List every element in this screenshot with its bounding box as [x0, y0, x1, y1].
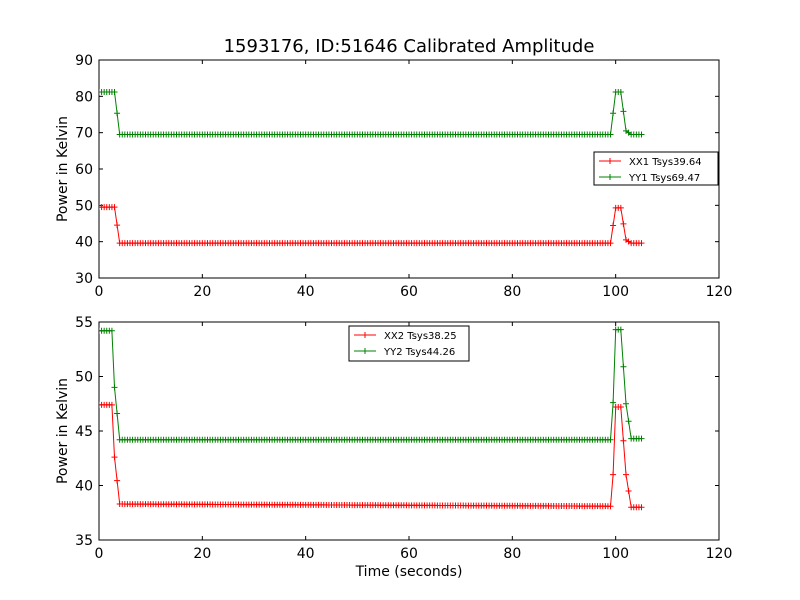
legend-label: XX1 Tsys39.64 [629, 157, 702, 168]
data-point [617, 404, 624, 411]
data-point [625, 487, 632, 494]
y-tick-label: 35 [75, 533, 93, 549]
data-point [114, 110, 121, 117]
series-1 [99, 401, 645, 511]
data-point [607, 503, 614, 510]
data-point [610, 222, 617, 229]
bottom-panel: 0 20 40 60 80 100 120 35 40 45 50 55 Power in Kelvin… [55, 315, 732, 580]
x-tick-label: 80 [503, 546, 521, 562]
data-point [620, 363, 627, 370]
y-tick-label: 55 [75, 315, 93, 331]
y-tick-label: 40 [75, 235, 93, 251]
x-tick-label: 60 [400, 546, 418, 562]
y-axis-label: Power in Kelvin [55, 378, 71, 484]
legend-marker [607, 158, 613, 164]
y-tick-label: 70 [75, 126, 93, 142]
x-tick-label: 100 [602, 546, 629, 562]
data-point [108, 401, 115, 408]
data-point [610, 110, 617, 117]
x-tick-label: 0 [95, 284, 104, 300]
data-point [617, 88, 624, 95]
data-point [623, 471, 629, 478]
data-point [638, 435, 645, 442]
legend: XX1 Tsys39.64 YY1 Tsys69.47 [593, 151, 719, 186]
top-panel: 1593176, ID:51646 Calibrated Amplitude 0 2… [55, 36, 732, 300]
data-point [607, 240, 614, 247]
legend: XX2 Tsys38.25 YY2 Tsys44.26 [348, 325, 470, 362]
data-point [638, 504, 645, 511]
data-point [114, 477, 121, 484]
series-1 [99, 204, 645, 247]
x-tick-label: 120 [706, 284, 733, 300]
data-point [617, 326, 624, 333]
x-tick-label: 20 [193, 284, 211, 300]
series-2 [99, 88, 645, 138]
data-point [114, 222, 121, 229]
y-tick-label: 50 [75, 198, 93, 214]
data-point [620, 220, 627, 227]
x-tick-label: 80 [503, 284, 521, 300]
legend-label: YY1 Tsys69.47 [628, 173, 700, 184]
y-tick-label: 50 [75, 370, 93, 386]
legend-marker [607, 174, 613, 180]
y-axis-label: Power in Kelvin [55, 116, 71, 222]
y-tick-label: 90 [75, 53, 93, 69]
chart-title: 1593176, ID:51646 Calibrated Amplitude [224, 36, 595, 57]
data-point [111, 88, 118, 95]
x-tick-label: 60 [400, 284, 418, 300]
legend-marker [362, 332, 368, 338]
data-point [114, 410, 121, 417]
data-point [638, 240, 645, 247]
series-2 [99, 326, 645, 443]
data-point [625, 418, 632, 425]
legend-box [348, 325, 470, 362]
legend-label: XX2 Tsys38.25 [384, 331, 457, 342]
data-point [111, 454, 118, 461]
data-point [610, 399, 617, 406]
y-tick-label: 45 [75, 424, 93, 440]
data-point [111, 204, 118, 211]
data-point [610, 471, 617, 478]
x-tick-label: 20 [193, 546, 211, 562]
data-point [607, 131, 614, 138]
data-point [623, 400, 629, 407]
x-tick-label: 100 [602, 284, 629, 300]
data-point [620, 108, 627, 115]
data-point [620, 437, 627, 444]
x-axis-label: Time (seconds) [355, 564, 463, 580]
data-point [607, 436, 614, 443]
legend-label: YY2 Tsys44.26 [383, 347, 455, 358]
legend-marker [362, 348, 368, 354]
y-tick-label: 30 [75, 271, 93, 287]
x-tick-label: 40 [297, 284, 315, 300]
data-point [108, 327, 115, 334]
data-point [617, 204, 624, 211]
x-tick-label: 120 [706, 546, 733, 562]
y-tick-label: 80 [75, 89, 93, 105]
data-point [111, 384, 118, 391]
y-tick-label: 60 [75, 162, 93, 178]
x-tick-label: 40 [297, 546, 315, 562]
x-tick-label: 0 [95, 546, 104, 562]
data-point [638, 131, 645, 138]
legend-box [593, 151, 719, 186]
y-tick-label: 40 [75, 479, 93, 495]
